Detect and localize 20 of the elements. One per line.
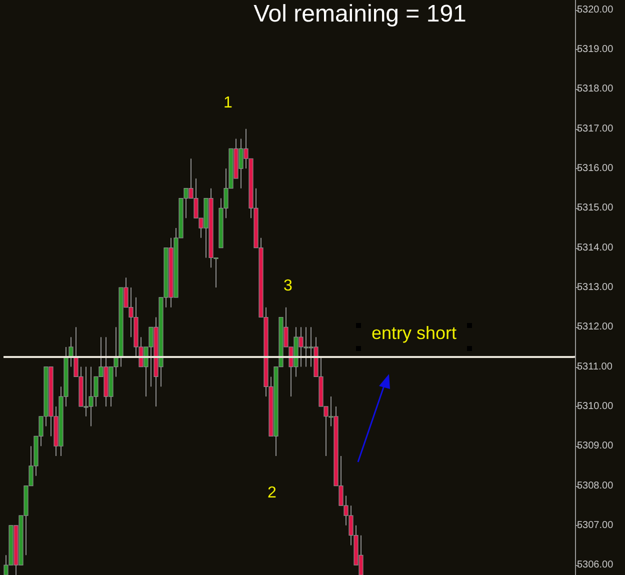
y-tick-label: 5312.00 <box>577 322 614 333</box>
chart-title: Vol remaining = 191 <box>254 0 466 28</box>
annotation: 2 <box>268 484 277 502</box>
y-tick-label: 5314.00 <box>577 242 614 254</box>
y-tick-label: 5308.00 <box>577 480 614 492</box>
y-tick-label: 5317.00 <box>577 123 614 134</box>
ref-line-label: entry short <box>371 322 457 343</box>
y-tick-label: 5318.00 <box>577 84 614 95</box>
y-tick-label: 5309.00 <box>577 440 614 452</box>
y-tick-label: 5319.00 <box>577 44 614 56</box>
y-tick-label: 5306.00 <box>577 560 614 571</box>
y-tick-label: 5316.00 <box>577 163 614 174</box>
annotation: 3 <box>284 278 293 294</box>
annotation: 1 <box>224 94 233 112</box>
y-tick-label: 5307.00 <box>577 520 614 531</box>
y-tick-label: 5315.00 <box>577 202 614 214</box>
y-tick-label: 5320.00 <box>577 4 614 16</box>
y-tick-label: 5311.00 <box>577 361 613 372</box>
y-tick-label: 5310.00 <box>577 400 614 412</box>
y-tick-label: 5313.00 <box>577 282 614 293</box>
